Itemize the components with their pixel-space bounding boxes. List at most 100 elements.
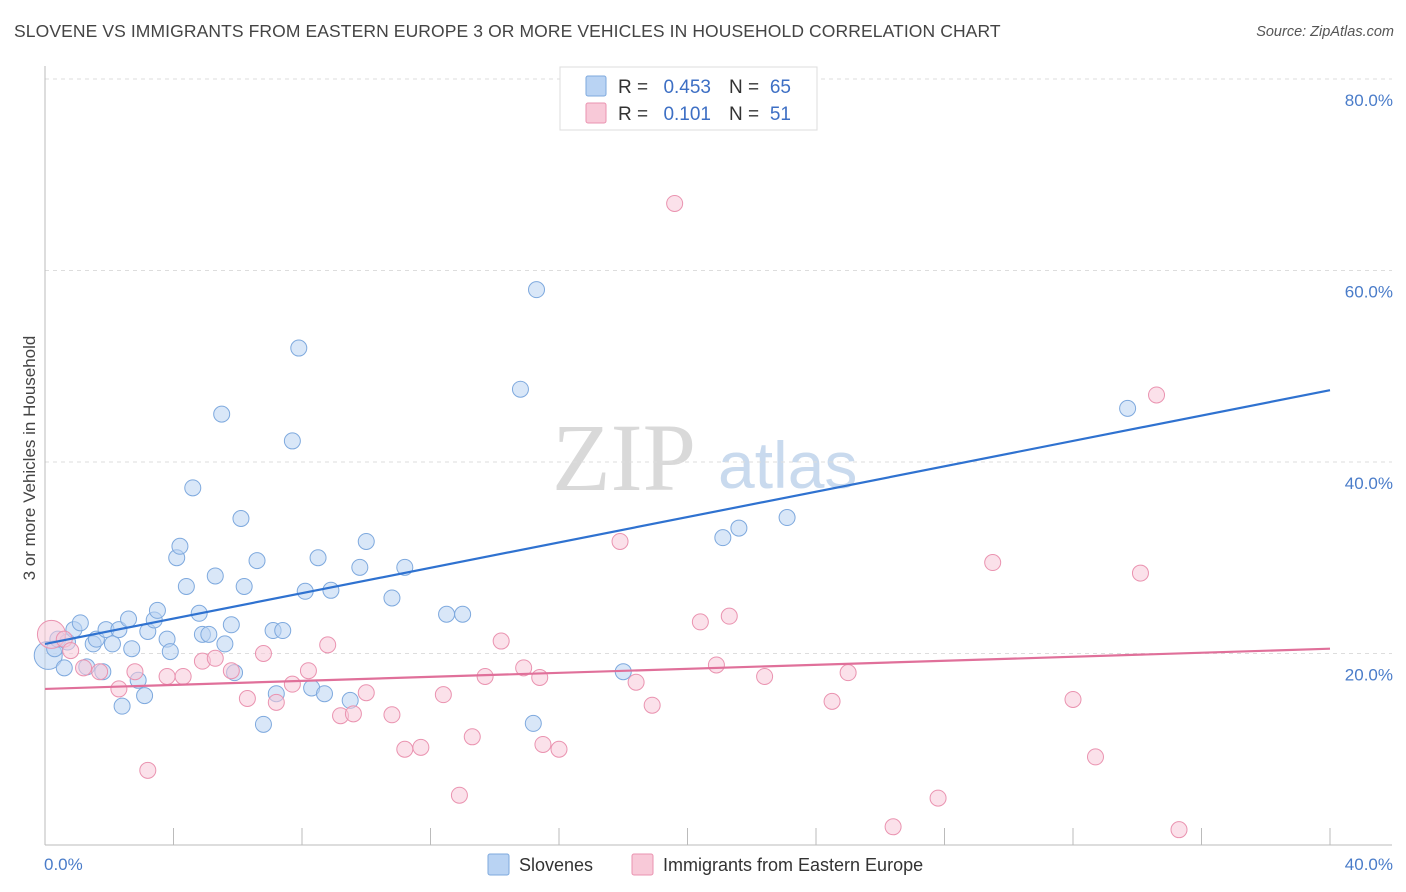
immigrant-point bbox=[1170, 821, 1188, 839]
immigrant-point bbox=[1148, 386, 1166, 404]
slovene-point bbox=[274, 622, 292, 640]
y-tick-label: 60.0% bbox=[1345, 283, 1393, 302]
slovene-point bbox=[309, 549, 327, 567]
slovene-point bbox=[357, 532, 375, 550]
immigrant-point bbox=[627, 673, 645, 691]
legend-r-value-1: 0.453 bbox=[663, 77, 711, 98]
immigrant-point bbox=[254, 645, 272, 662]
immigrant-point bbox=[91, 663, 109, 681]
slovene-point bbox=[113, 697, 131, 715]
immigrant-point bbox=[126, 663, 144, 681]
slovene-point bbox=[714, 529, 732, 547]
immigrant-point bbox=[434, 686, 452, 704]
immigrant-point bbox=[75, 659, 93, 677]
slovene-point bbox=[383, 589, 401, 607]
slovene-point bbox=[136, 687, 154, 705]
slovene-point bbox=[55, 659, 73, 677]
immigrant-point bbox=[643, 696, 661, 714]
grid-lines bbox=[45, 78, 1392, 654]
y-tick-label: 80.0% bbox=[1345, 91, 1393, 110]
immigrant-point bbox=[267, 693, 285, 711]
axes bbox=[44, 66, 1392, 846]
slovene-point bbox=[177, 577, 195, 595]
immigrant-point bbox=[823, 692, 841, 710]
immigrant-point bbox=[139, 761, 157, 779]
immigrant-point bbox=[492, 632, 510, 650]
immigrant-point bbox=[476, 667, 494, 685]
immigrant-point bbox=[396, 740, 414, 758]
immigrant-point bbox=[720, 607, 738, 625]
watermark-atlas: atlas bbox=[718, 428, 857, 502]
slovene-point bbox=[290, 339, 308, 357]
immigrant-point bbox=[534, 735, 552, 753]
legend-r-label-2: R = bbox=[618, 104, 648, 125]
immigrant-point bbox=[984, 554, 1002, 572]
chart-title: SLOVENE VS IMMIGRANTS FROM EASTERN EUROP… bbox=[14, 21, 1001, 41]
legend-r-label-1: R = bbox=[618, 77, 648, 98]
immigrant-point bbox=[611, 532, 629, 550]
immigrant-point bbox=[344, 705, 362, 723]
slovene-point bbox=[120, 610, 138, 628]
legend-n-value-2: 51 bbox=[770, 104, 791, 125]
slovene-point bbox=[206, 567, 224, 585]
immigrant-point bbox=[1064, 690, 1082, 708]
slovene-point bbox=[123, 640, 141, 658]
immigrant-point bbox=[1131, 564, 1149, 582]
slovenes-trend-line bbox=[44, 389, 1331, 646]
legend-n-value-1: 65 bbox=[770, 77, 791, 98]
legend-swatch-immigrants bbox=[585, 102, 607, 124]
x-tick-label: 40.0% bbox=[1345, 855, 1393, 874]
legend-r-value-2: 0.101 bbox=[663, 104, 711, 125]
x-tick-label: 0.0% bbox=[44, 855, 83, 874]
immigrant-point bbox=[412, 738, 430, 756]
slovene-point bbox=[351, 558, 369, 576]
legend-top: R = 0.453 N = 65 R = 0.101 N = 51 bbox=[559, 66, 818, 131]
immigrant-point bbox=[691, 613, 709, 631]
immigrant-point bbox=[1086, 748, 1104, 766]
slovene-point bbox=[71, 614, 89, 632]
legend-bottom-swatch-slovenes bbox=[487, 853, 510, 876]
data-points bbox=[33, 194, 1188, 839]
legend-bottom-swatch-immigrants bbox=[631, 853, 654, 876]
trend-lines bbox=[44, 389, 1331, 691]
immigrant-point bbox=[319, 636, 337, 654]
slovene-point bbox=[213, 405, 231, 423]
immigrant-point bbox=[383, 706, 401, 724]
legend-n-label-1: N = bbox=[729, 77, 759, 98]
slovene-point bbox=[235, 577, 253, 595]
slovene-point bbox=[454, 605, 472, 623]
immigrant-point bbox=[666, 194, 684, 212]
slovene-point bbox=[216, 635, 234, 653]
source-label: Source: ZipAtlas.com bbox=[1256, 24, 1394, 40]
immigrant-point bbox=[450, 786, 468, 804]
immigrant-point bbox=[884, 818, 902, 836]
immigrant-point bbox=[756, 667, 774, 685]
slovene-point bbox=[438, 605, 456, 623]
immigrant-point bbox=[299, 662, 317, 680]
immigrant-point bbox=[839, 664, 857, 682]
watermark-zip: ZIP bbox=[552, 404, 696, 511]
immigrant-point bbox=[174, 667, 192, 685]
slovene-point bbox=[315, 685, 333, 703]
immigrant-point bbox=[707, 656, 725, 674]
legend-bottom: Slovenes Immigrants from Eastern Europe bbox=[487, 853, 923, 876]
slovene-point bbox=[524, 714, 542, 732]
slovene-point bbox=[778, 509, 796, 527]
slovene-point bbox=[248, 552, 266, 570]
immigrant-point bbox=[283, 675, 301, 693]
slovene-point bbox=[322, 581, 340, 599]
immigrants-trend-line bbox=[44, 647, 1331, 691]
slovene-point bbox=[232, 509, 250, 527]
immigrant-point bbox=[515, 659, 533, 677]
immigrant-point bbox=[550, 740, 568, 758]
slovene-point bbox=[1119, 399, 1137, 417]
slovene-point bbox=[161, 643, 179, 661]
immigrant-point bbox=[357, 684, 375, 702]
y-tick-label: 20.0% bbox=[1345, 666, 1393, 685]
slovene-point bbox=[528, 281, 546, 299]
immigrant-point bbox=[463, 728, 481, 746]
slovene-point bbox=[200, 625, 218, 643]
slovene-point bbox=[222, 616, 240, 634]
immigrant-point bbox=[110, 680, 128, 698]
immigrant-point bbox=[238, 690, 256, 708]
